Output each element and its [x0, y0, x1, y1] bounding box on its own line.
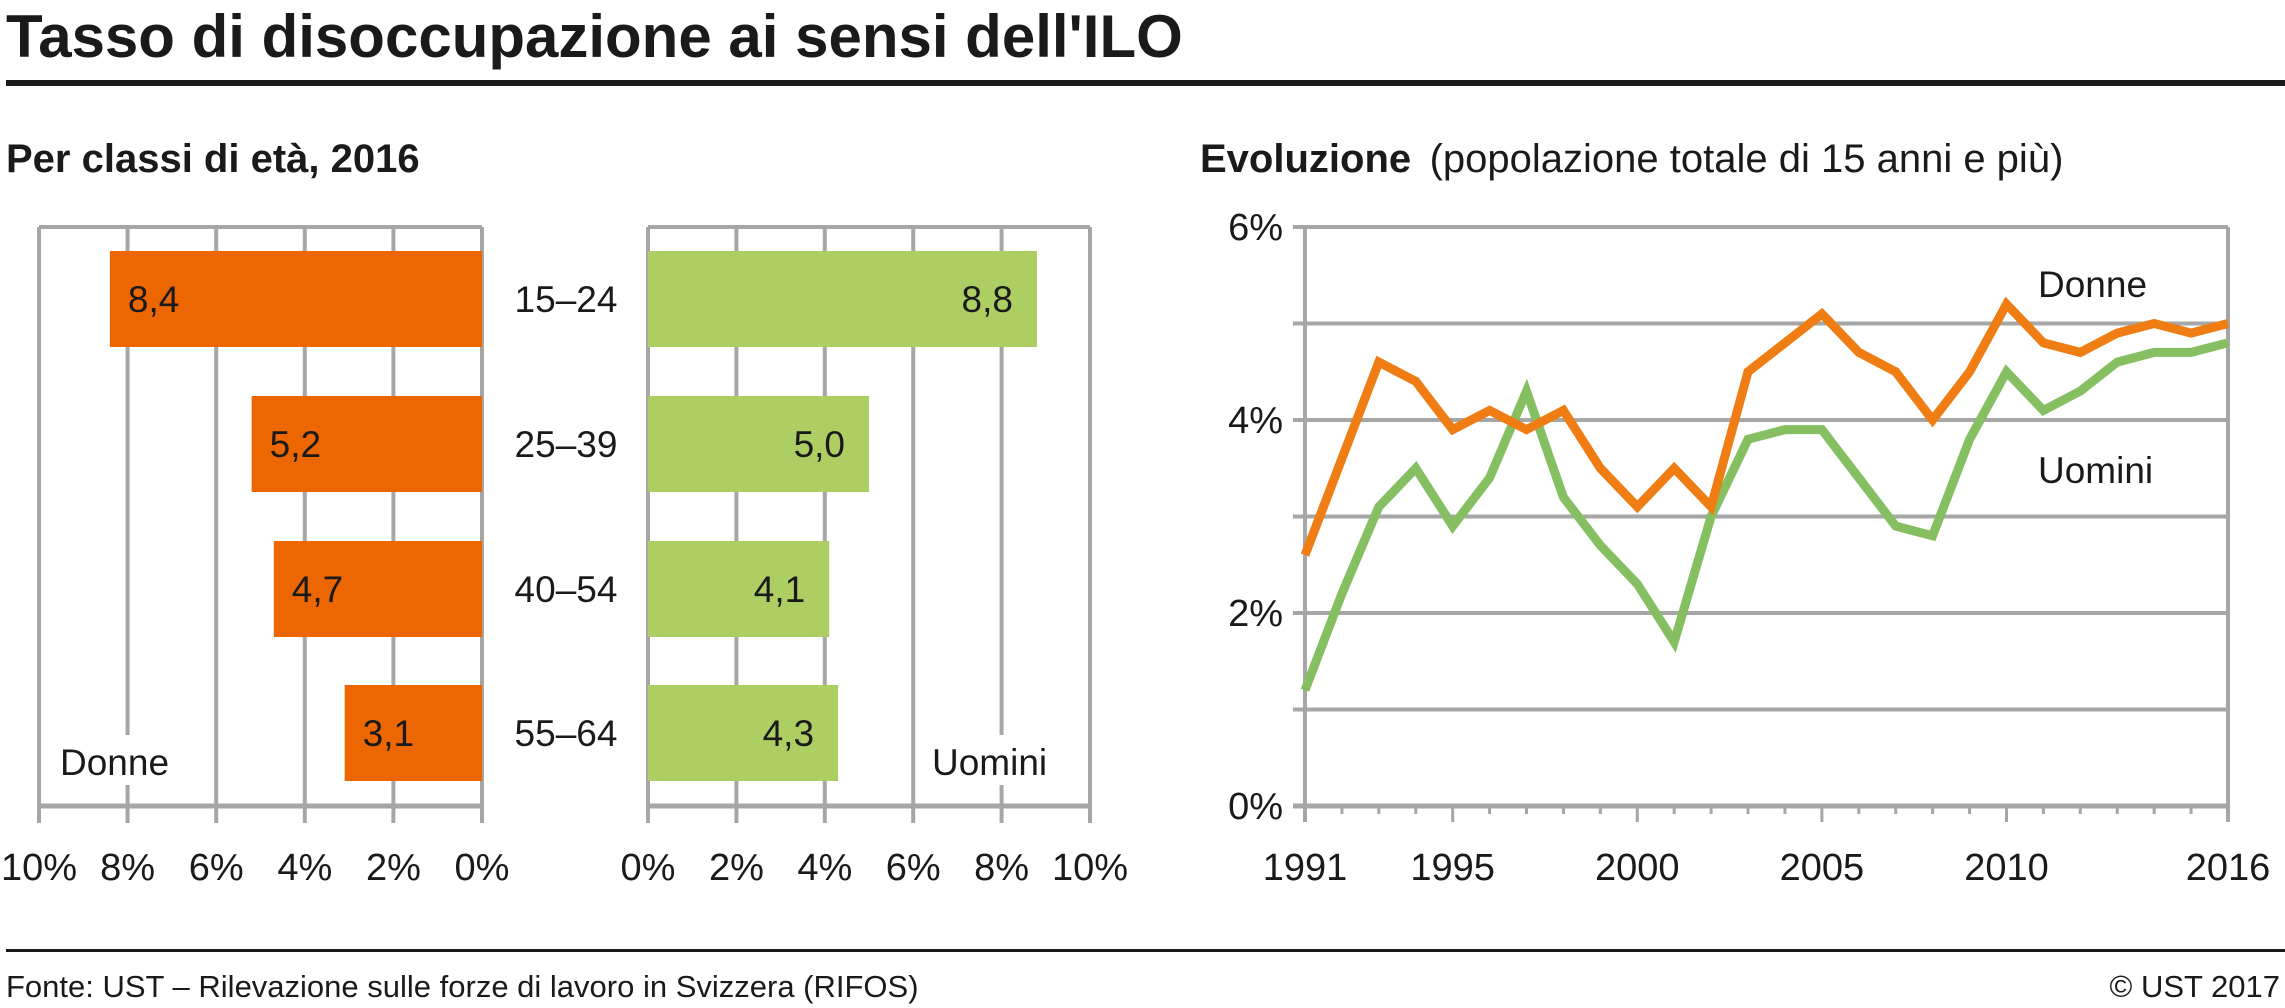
bar-uomini: [648, 396, 869, 492]
line-label-donne: Donne: [2038, 264, 2147, 305]
bar-value-label: 8,4: [128, 279, 179, 320]
bar-value-label: 4,3: [763, 713, 814, 754]
bar-donne: [273, 541, 482, 637]
series-label-donne: Donne: [60, 742, 169, 783]
trend-subtitle-bold: Evoluzione: [1200, 137, 1411, 181]
x-tick-label: 8%: [974, 847, 1029, 889]
age-class-label: 25–39: [515, 424, 618, 465]
bar-chart-uomini: 0% 2% 4% 6% 8% 10% 8,8 5,0 4,1 4,3 Uomini: [621, 225, 1128, 889]
x-tick-label: 6%: [189, 847, 244, 889]
bar-value-label: 4,7: [292, 569, 343, 610]
x-tick-label: 10%: [1, 847, 77, 889]
series-line-donne: [1300, 296, 2230, 557]
age-class-label: 55–64: [515, 713, 618, 754]
page-title: Tasso di disoccupazione ai sensi dell'IL…: [6, 3, 1183, 70]
x-tick-label: 2010: [1964, 847, 2049, 889]
bar-donne: [251, 396, 482, 492]
x-tick-label: 2016: [2186, 847, 2271, 889]
source-note: Fonte: UST – Rilevazione sulle forze di …: [6, 969, 919, 1004]
age-class-label: 40–54: [515, 569, 618, 610]
age-chart-subtitle: Per classi di età, 2016: [6, 137, 420, 181]
age-class-labels: 15–24 25–39 40–54 55–64: [515, 279, 618, 754]
bar-value-label: 5,0: [794, 424, 845, 465]
line-chart-evoluzione: 0% 2% 4% 6% 1991 1995 2000 2005 2010 2016 Donne Uom…: [1228, 207, 2270, 889]
bar-chart-donne: 10% 8% 6% 4% 2% 0% 8,4 5,2 4,7 3,1 Donne: [1, 225, 510, 889]
copyright-note: © UST 2017: [2110, 969, 2280, 1004]
bar-uomini: [648, 685, 839, 781]
x-tick-label: 10%: [1052, 847, 1128, 889]
x-tick-label: 1991: [1263, 847, 1348, 889]
bar-donne: [344, 685, 482, 781]
bar-uomini: [648, 541, 830, 637]
label-backing: [928, 735, 1074, 785]
x-tick-label: 0%: [621, 847, 676, 889]
bar-value-label: 4,1: [754, 569, 805, 610]
y-tick-label: 2%: [1228, 593, 1283, 635]
bar-value-label: 3,1: [363, 713, 414, 754]
line-label-uomini: Uomini: [2038, 450, 2153, 491]
footer-rule: [6, 949, 2285, 952]
x-tick-label: 1995: [1410, 847, 1495, 889]
x-tick-label: 8%: [100, 847, 155, 889]
bar-uomini: [648, 251, 1037, 347]
x-tick-label: 4%: [797, 847, 852, 889]
label-backing: [56, 735, 188, 785]
x-tick-label: 0%: [455, 847, 510, 889]
bar-value-label: 8,8: [962, 279, 1013, 320]
trend-subtitle-light: (popolazione totale di 15 anni e più): [1430, 137, 2064, 181]
age-class-label: 15–24: [515, 279, 618, 320]
x-tick-label: 4%: [277, 847, 332, 889]
y-tick-label: 4%: [1228, 400, 1283, 442]
y-tick-label: 0%: [1228, 786, 1283, 828]
x-tick-label: 6%: [886, 847, 941, 889]
bar-value-label: 5,2: [270, 424, 321, 465]
y-tick-label: 6%: [1228, 207, 1283, 249]
x-tick-label: 2%: [366, 847, 421, 889]
x-tick-label: 2005: [1780, 847, 1865, 889]
series-label-uomini: Uomini: [932, 742, 1047, 783]
bar-donne: [109, 251, 482, 347]
trend-chart-subtitle: Evoluzione (popolazione totale di 15 ann…: [1200, 137, 2063, 181]
series-line-uomini: [1300, 338, 2230, 692]
x-tick-label: 2%: [709, 847, 764, 889]
x-tick-label: 2000: [1595, 847, 1680, 889]
title-rule: [6, 80, 2285, 86]
